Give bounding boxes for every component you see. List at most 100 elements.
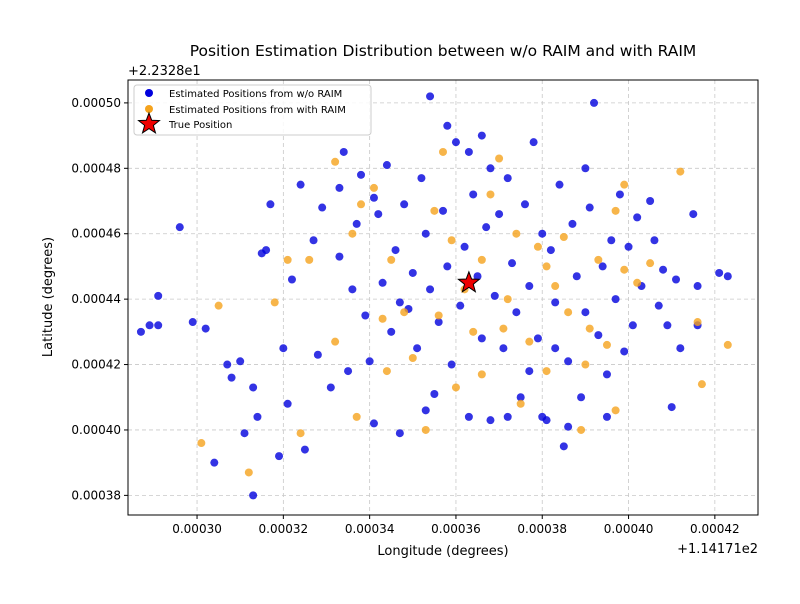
legend-marker-without-raim (145, 89, 153, 97)
point-with-raim (533, 242, 542, 251)
point-without-raim (508, 259, 517, 268)
point-without-raim (499, 344, 508, 353)
point-without-raim (434, 318, 443, 327)
point-with-raim (564, 308, 573, 317)
point-without-raim (369, 193, 378, 202)
point-without-raim (486, 416, 495, 425)
point-without-raim (357, 170, 366, 179)
point-without-raim (175, 223, 184, 232)
point-without-raim (443, 262, 452, 271)
point-without-raim (520, 200, 529, 209)
point-without-raim (382, 161, 391, 170)
y-tick-label: 0.00042 (71, 358, 121, 372)
point-without-raim (391, 246, 400, 255)
point-without-raim (227, 373, 236, 382)
point-without-raim (313, 350, 322, 359)
point-without-raim (309, 236, 318, 245)
point-without-raim (421, 229, 430, 238)
point-without-raim (607, 236, 616, 245)
point-with-raim (331, 157, 340, 166)
point-without-raim (667, 403, 676, 412)
point-without-raim (296, 180, 305, 189)
point-without-raim (546, 246, 555, 255)
point-with-raim (594, 255, 603, 264)
point-without-raim (693, 282, 702, 291)
legend-label-true-position: True Position (168, 120, 232, 131)
point-with-raim (693, 318, 702, 327)
point-without-raim (672, 275, 681, 284)
point-without-raim (287, 275, 296, 284)
point-with-raim (430, 206, 439, 215)
point-with-raim (214, 301, 223, 310)
point-without-raim (300, 445, 309, 454)
point-with-raim (503, 295, 512, 304)
point-without-raim (503, 174, 512, 183)
point-with-raim (577, 425, 586, 434)
point-without-raim (525, 367, 534, 376)
point-without-raim (650, 236, 659, 245)
legend-marker-true-position (137, 111, 161, 135)
plot-frame (127, 79, 759, 516)
point-without-raim (451, 138, 460, 147)
y-axis-label: Latitude (degrees) (41, 237, 56, 357)
point-without-raim (253, 412, 262, 421)
point-without-raim (615, 190, 624, 199)
point-without-raim (136, 327, 145, 336)
y-tick-label: 0.00044 (71, 292, 121, 306)
point-with-raim (387, 255, 396, 264)
point-without-raim (654, 301, 663, 310)
point-without-raim (490, 291, 499, 300)
point-without-raim (365, 357, 374, 366)
point-with-raim (421, 425, 430, 434)
x-tick-label: 0.00040 (604, 522, 654, 536)
x-tick-label: 0.00034 (345, 522, 395, 536)
point-with-raim (197, 439, 206, 448)
point-with-raim (723, 340, 732, 349)
point-without-raim (236, 357, 245, 366)
point-without-raim (538, 229, 547, 238)
point-without-raim (559, 442, 568, 451)
point-with-raim (525, 337, 534, 346)
point-with-raim (447, 236, 456, 245)
point-with-raim (486, 190, 495, 199)
point-without-raim (395, 298, 404, 307)
point-without-raim (154, 291, 163, 300)
x-tick-label: 0.00036 (431, 522, 481, 536)
point-with-raim (602, 340, 611, 349)
point-without-raim (594, 331, 603, 340)
legend: Estimated Positions from w/o RAIM Estima… (133, 84, 372, 136)
y-tick-label: 0.00050 (71, 96, 121, 110)
point-with-raim (305, 255, 314, 264)
point-without-raim (460, 242, 469, 251)
y-tick-label: 0.00038 (71, 488, 121, 502)
y-tick-label: 0.00048 (71, 161, 121, 175)
point-without-raim (413, 344, 422, 353)
point-with-raim (585, 324, 594, 333)
point-without-raim (602, 370, 611, 379)
point-without-raim (516, 393, 525, 402)
point-without-raim (417, 174, 426, 183)
point-without-raim (572, 272, 581, 281)
point-without-raim (495, 210, 504, 219)
point-without-raim (551, 298, 560, 307)
point-with-raim (611, 406, 620, 415)
point-with-raim (283, 255, 292, 264)
x-ticks: 0.00030 0.00032 0.00034 0.00036 0.00038 0.000… (172, 515, 740, 536)
legend-box (133, 84, 372, 136)
point-without-raim (624, 242, 633, 251)
point-without-raim (533, 334, 542, 343)
point-without-raim (249, 383, 258, 392)
point-without-raim (602, 412, 611, 421)
point-with-raim (331, 337, 340, 346)
point-without-raim (564, 357, 573, 366)
point-without-raim (188, 318, 197, 327)
point-without-raim (426, 285, 435, 294)
point-with-raim (542, 367, 551, 376)
point-without-raim (201, 324, 210, 333)
point-with-raim (434, 311, 443, 320)
point-with-raim (542, 262, 551, 271)
point-without-raim (374, 210, 383, 219)
point-without-raim (400, 200, 409, 209)
point-without-raim (555, 180, 564, 189)
point-without-raim (326, 383, 335, 392)
